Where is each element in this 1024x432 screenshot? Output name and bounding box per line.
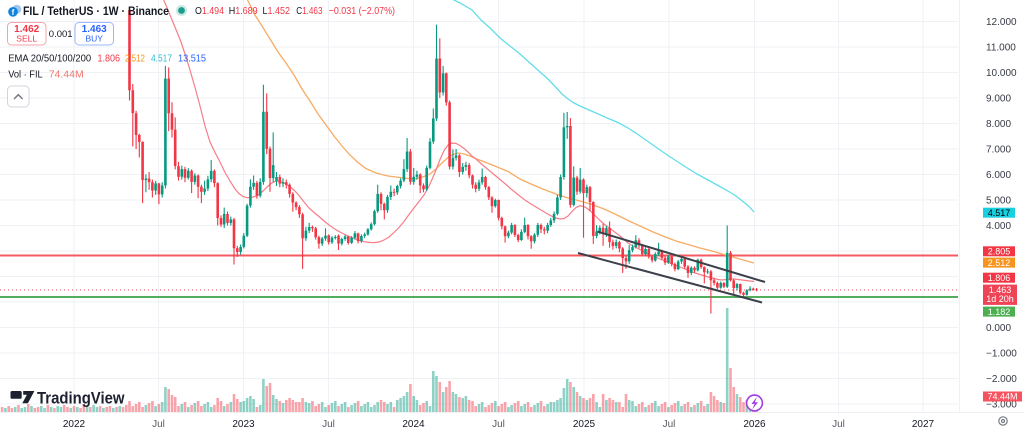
svg-text:0.001: 0.001 [49,29,73,40]
svg-text:1.806: 1.806 [988,273,1011,283]
svg-text:Jul: Jul [322,419,335,430]
svg-text:1.463: 1.463 [82,24,107,35]
svg-text:TradingView: TradingView [37,390,125,408]
svg-text:1.806: 1.806 [98,53,121,65]
svg-text:2027: 2027 [912,419,935,430]
svg-text:H1.689: H1.689 [229,5,258,17]
svg-text:SELL: SELL [16,34,37,44]
svg-text:C1.463: C1.463 [296,5,322,17]
svg-text:−2.000: −2.000 [986,374,1017,385]
svg-text:Vol · FIL: Vol · FIL [8,69,43,81]
svg-text:4.517: 4.517 [151,53,172,65]
svg-text:6.000: 6.000 [986,170,1011,181]
svg-text:EMA 20/50/100/200: EMA 20/50/100/200 [8,53,91,65]
svg-text:13.515: 13.515 [178,53,206,65]
svg-text:4.000: 4.000 [986,221,1011,232]
svg-text:1.462: 1.462 [14,24,39,35]
svg-text:−0.031 (−2.07%): −0.031 (−2.07%) [329,5,395,17]
svg-text:L1.452: L1.452 [263,5,291,17]
svg-text:2026: 2026 [743,419,766,430]
svg-text:5.000: 5.000 [986,196,1011,207]
svg-text:Jul: Jul [152,419,165,430]
svg-text:7.000: 7.000 [986,145,1011,156]
svg-text:1.463: 1.463 [989,285,1012,295]
svg-text:2.512: 2.512 [125,53,145,65]
svg-text:O1.494: O1.494 [195,5,224,17]
svg-text:74.44M: 74.44M [987,392,1017,402]
svg-text:2025: 2025 [573,419,596,430]
svg-text:Jul: Jul [663,419,676,430]
svg-text:2.512: 2.512 [988,258,1011,268]
svg-text:0.000: 0.000 [986,323,1011,334]
svg-text:4.517: 4.517 [988,208,1011,218]
svg-text:Jul: Jul [832,419,845,430]
svg-text:−1.000: −1.000 [986,349,1017,360]
svg-text:11.000: 11.000 [986,43,1016,54]
svg-text:2022: 2022 [63,419,86,430]
svg-text:9.000: 9.000 [986,94,1011,105]
svg-text:FIL / TetherUS · 1W · Binance: FIL / TetherUS · 1W · Binance [23,4,169,18]
svg-text:1.182: 1.182 [988,307,1011,317]
svg-text:BUY: BUY [85,34,103,44]
svg-text:12.000: 12.000 [986,17,1017,28]
svg-text:−3.000: −3.000 [986,400,1017,411]
svg-text:10.000: 10.000 [986,68,1017,79]
svg-text:8.000: 8.000 [986,119,1011,130]
svg-text:2024: 2024 [402,419,425,430]
svg-text:2.805: 2.805 [988,247,1011,257]
svg-text:2023: 2023 [232,419,255,430]
svg-text:Jul: Jul [492,419,505,430]
svg-text:1d 20h: 1d 20h [986,294,1014,304]
svg-text:74.44M: 74.44M [49,69,84,81]
svg-text:f: f [12,8,15,17]
